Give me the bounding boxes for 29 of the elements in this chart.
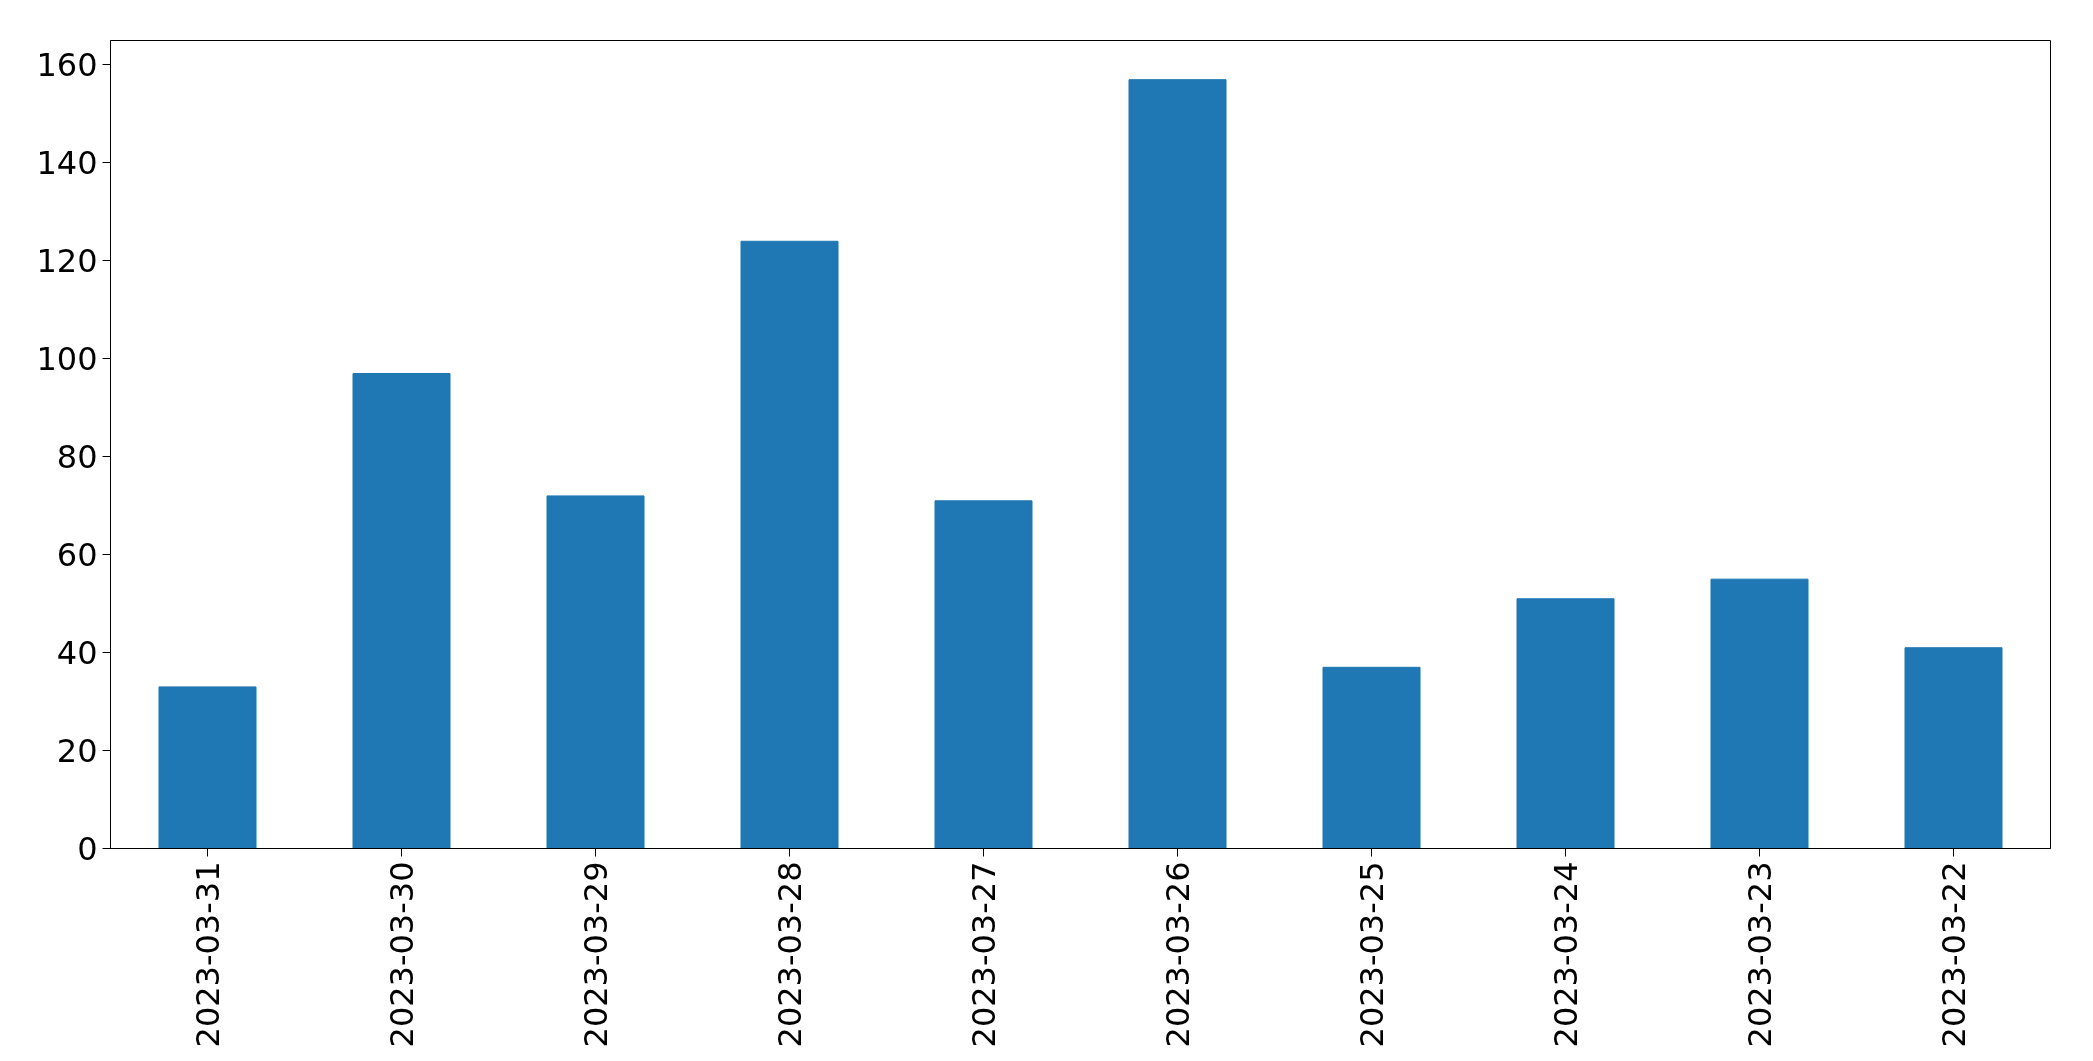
x-tick-label: 2023-03-22 xyxy=(1935,861,1973,1048)
bar xyxy=(1904,647,2003,849)
y-tick-label: 100 xyxy=(36,340,98,379)
bar xyxy=(1128,79,1227,849)
x-tick-label: 2023-03-31 xyxy=(189,861,227,1048)
x-tick-label: 2023-03-23 xyxy=(1741,861,1779,1048)
bar xyxy=(1322,666,1421,849)
x-tick-label: 2023-03-24 xyxy=(1547,861,1585,1048)
bar xyxy=(158,686,257,849)
bar xyxy=(352,372,451,849)
y-tick-label: 120 xyxy=(36,242,98,281)
y-tick-label: 40 xyxy=(56,634,98,673)
bar xyxy=(546,495,645,849)
bar xyxy=(1516,598,1615,849)
bar xyxy=(1710,578,1809,849)
y-tick-label: 80 xyxy=(56,438,98,477)
bar xyxy=(934,500,1033,849)
y-tick-label: 20 xyxy=(56,732,98,771)
y-tick-label: 60 xyxy=(56,536,98,575)
y-tick-label: 160 xyxy=(36,46,98,85)
y-tick-label: 140 xyxy=(36,144,98,183)
bar xyxy=(740,240,839,849)
x-tick-label: 2023-03-26 xyxy=(1159,861,1197,1048)
x-tick-label: 2023-03-29 xyxy=(577,861,615,1048)
x-tick-label: 2023-03-28 xyxy=(771,861,809,1048)
y-tick-label: 0 xyxy=(77,830,98,868)
x-tick-label: 2023-03-27 xyxy=(965,861,1003,1048)
x-tick-label: 2023-03-30 xyxy=(383,861,421,1048)
x-tick-label: 2023-03-25 xyxy=(1353,861,1391,1048)
